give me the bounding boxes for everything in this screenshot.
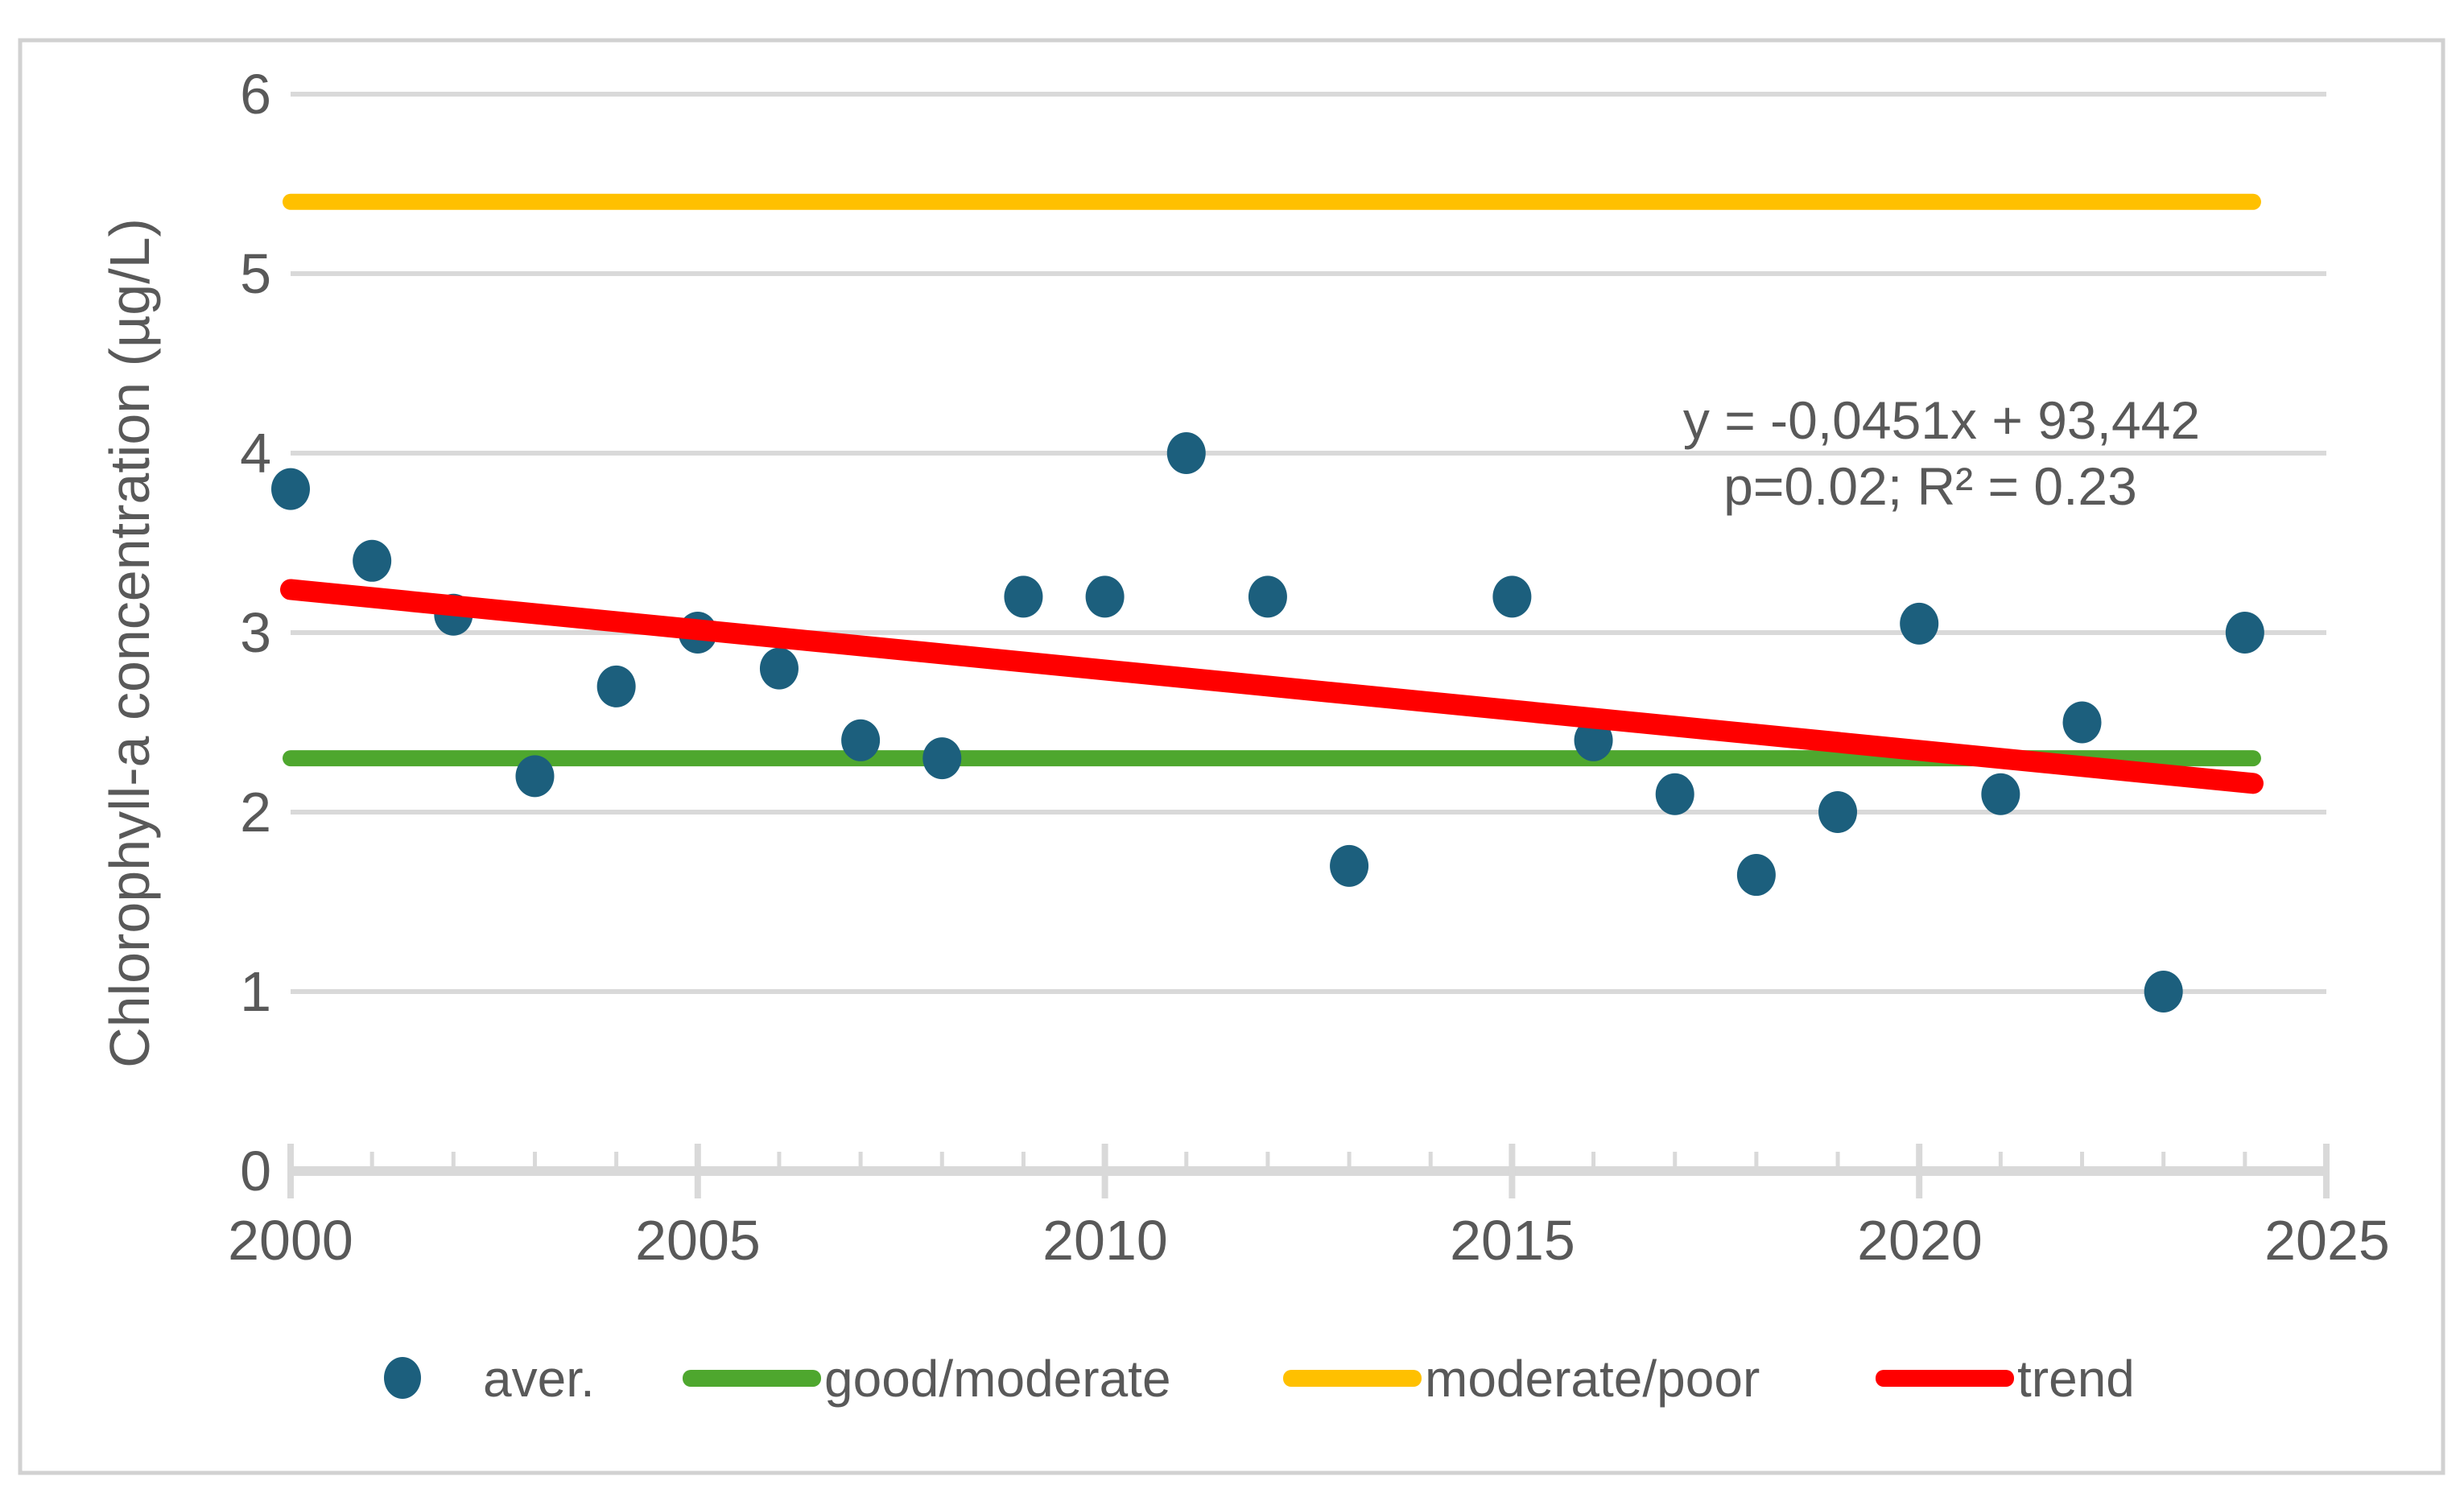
- x-tick-label-2005: 2005: [635, 1209, 761, 1272]
- legend-swatch-moderate-poor: [1283, 1370, 1422, 1387]
- scatter-dot-2024: [2225, 612, 2264, 654]
- chart-frame-border: [18, 38, 2445, 1475]
- scatter-dot-2003: [515, 755, 555, 798]
- scatter-dot-2004: [596, 665, 636, 707]
- scatter-dot-2000: [271, 468, 310, 510]
- gridlines-group: [291, 92, 2326, 994]
- scatter-dot-2009: [1004, 575, 1043, 618]
- legend-swatch-good-moderate: [683, 1370, 821, 1387]
- x-tick-label-2010: 2010: [1042, 1209, 1168, 1272]
- legend-marker-aver: [384, 1357, 421, 1399]
- y-tick-label-0: 0: [240, 1140, 271, 1202]
- scatter-dot-2015: [1492, 575, 1532, 618]
- x-axis-group: [287, 1144, 2330, 1198]
- y-tick-label-3: 3: [240, 601, 271, 664]
- legend-label-trend: trend: [2017, 1350, 2135, 1408]
- scatter-dot-2001: [353, 539, 392, 582]
- y-tick-label-1: 1: [240, 960, 271, 1023]
- scatter-series-group: [271, 432, 2264, 1013]
- scatter-dot-2012: [1248, 575, 1287, 618]
- trend-equation-text: y = -0,0451x + 93,442: [1683, 390, 2200, 450]
- trend-line-group: [280, 579, 2264, 794]
- scatter-dot-2018: [1736, 854, 1776, 897]
- legend-swatch-trend: [1876, 1370, 2014, 1387]
- x-tick-label-2015: 2015: [1450, 1209, 1575, 1272]
- y-tick-label-6: 6: [240, 63, 271, 126]
- scatter-dot-2017: [1655, 773, 1694, 815]
- scatter-dot-2011: [1166, 432, 1206, 474]
- legend: aver. good/moderate moderate/poor trend: [384, 1350, 2135, 1408]
- scatter-dot-2006: [759, 647, 799, 690]
- trend-stats-text: p=0.02; R² = 0.23: [1723, 456, 2137, 516]
- legend-label-good-moderate: good/moderate: [824, 1350, 1171, 1408]
- scatter-dot-2019: [1818, 791, 1858, 833]
- scatter-dot-2021: [1981, 773, 2020, 815]
- scatter-dot-2013: [1330, 844, 1369, 887]
- x-tick-label-2020: 2020: [1857, 1209, 1983, 1272]
- scatter-dot-2010: [1085, 575, 1125, 618]
- x-tick-label-2000: 2000: [228, 1209, 353, 1272]
- scatter-dot-2007: [841, 719, 881, 761]
- scatter-dot-2023: [2144, 971, 2183, 1013]
- x-tick-label-2025: 2025: [2264, 1209, 2390, 1272]
- y-tick-label-2: 2: [240, 781, 271, 843]
- trend-line: [280, 579, 2264, 794]
- y-tick-label-5: 5: [240, 242, 271, 305]
- scatter-dot-2008: [922, 737, 962, 780]
- legend-label-moderate-poor: moderate/poor: [1425, 1350, 1760, 1408]
- scatter-dot-2016: [1574, 719, 1613, 761]
- y-tick-label-4: 4: [240, 422, 271, 485]
- scatter-dot-2022: [2062, 701, 2102, 744]
- scatter-dot-2020: [1900, 602, 1939, 645]
- legend-label-aver: aver.: [483, 1350, 595, 1408]
- y-axis-title: Chlorophyll-a concentration (µg/L): [98, 218, 161, 1068]
